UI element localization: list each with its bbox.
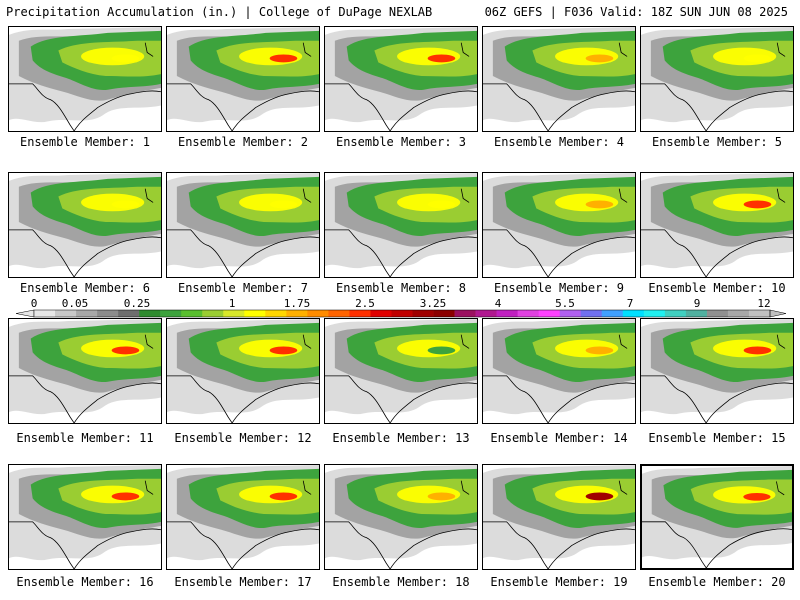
ensemble-member-label: Ensemble Member: 1 [19,135,151,149]
ensemble-member-panel[interactable] [482,464,636,570]
colorbar-tick-label: 2.5 [355,298,375,310]
colorbar-swatch [370,310,392,317]
colorbar-swatch [580,310,603,317]
colorbar-swatch [685,310,708,317]
colorbar-swatch [601,310,624,317]
colorbar-swatch [454,310,476,317]
colorbar-swatch [328,310,350,317]
colorbar-tick-label: 0.25 [124,298,151,310]
ensemble-member-panel[interactable] [324,172,478,278]
ensemble-member-label: Ensemble Member: 12 [174,431,312,445]
ensemble-member-label: Ensemble Member: 15 [648,431,786,445]
colorbar-swatch [664,310,687,317]
colorbar-swatch [286,310,308,317]
colorbar-swatch [412,310,434,317]
ensemble-member-panel[interactable] [482,26,636,132]
colorbar-swatch [139,310,161,317]
colorbar-swatch [538,310,561,317]
colorbar-swatch [706,310,729,317]
colorbar-swatch [55,310,77,317]
ensemble-member-panel[interactable] [8,26,162,132]
colorbar-swatch [307,310,329,317]
colorbar-swatch [118,310,140,317]
colorbar-swatch [727,310,750,317]
ensemble-member-label: Ensemble Member: 13 [332,431,470,445]
ensemble-member-panel[interactable] [640,464,794,570]
colorbar-swatch [349,310,371,317]
colorbar-swatch [391,310,413,317]
map-title: Precipitation Accumulation (in.) | Colle… [6,5,433,19]
colorbar-swatch [265,310,287,317]
colorbar-swatch [475,310,497,317]
ensemble-member-label: Ensemble Member: 18 [332,575,470,589]
ensemble-member-panel[interactable] [640,172,794,278]
precip-colorbar: 0 0.05 0.25 1 1.75 2.5 3.25 4 5.5 7 9 12 [15,298,787,318]
ensemble-member-panel[interactable] [166,172,320,278]
ensemble-member-label: Ensemble Member: 4 [493,135,625,149]
colorbar-swatch [34,310,56,317]
colorbar-tick-label: 1.75 [284,298,311,310]
colorbar-swatch [97,310,119,317]
model-run-valid-time: 06Z GEFS | F036 Valid: 18Z SUN JUN 08 20… [484,5,788,19]
colorbar-swatch [76,310,98,317]
ensemble-member-panel[interactable] [8,318,162,424]
ensemble-member-panel[interactable] [166,26,320,132]
ensemble-member-panel[interactable] [166,464,320,570]
ensemble-member-label: Ensemble Member: 6 [19,281,151,295]
ensemble-member-panel[interactable] [8,464,162,570]
ensemble-member-label: Ensemble Member: 2 [177,135,309,149]
ensemble-member-panel[interactable] [640,26,794,132]
ensemble-member-panel[interactable] [324,26,478,132]
colorbar-tick-label: 1 [229,298,236,310]
colorbar-tick-label: 4 [495,298,502,310]
colorbar-swatch [202,310,224,317]
ensemble-member-label: Ensemble Member: 17 [174,575,312,589]
colorbar-arrow-left [15,309,35,318]
ensemble-member-panel[interactable] [166,318,320,424]
ensemble-member-label: Ensemble Member: 10 [648,281,786,295]
ensemble-member-panel[interactable] [8,172,162,278]
ensemble-member-label: Ensemble Member: 19 [490,575,628,589]
colorbar-swatch [643,310,666,317]
colorbar-swatch [223,310,245,317]
ensemble-member-label: Ensemble Member: 7 [177,281,309,295]
colorbar-tick-label: 5.5 [555,298,575,310]
ensemble-member-label: Ensemble Member: 16 [16,575,154,589]
colorbar-tick-label: 0 [31,298,38,310]
ensemble-member-label: Ensemble Member: 8 [335,281,467,295]
colorbar-tick-label: 3.25 [420,298,447,310]
ensemble-member-panel[interactable] [482,172,636,278]
ensemble-member-panel[interactable] [482,318,636,424]
colorbar-swatch [181,310,203,317]
ensemble-member-label: Ensemble Member: 3 [335,135,467,149]
colorbar-tick-label: 0.05 [62,298,89,310]
colorbar-swatch [433,310,455,317]
colorbar-swatch [748,310,771,317]
ensemble-member-label: Ensemble Member: 5 [651,135,783,149]
ensemble-member-panel[interactable] [324,318,478,424]
ensemble-member-label: Ensemble Member: 20 [648,575,786,589]
colorbar-swatch [496,310,518,317]
colorbar-tick-label: 9 [694,298,701,310]
ensemble-member-label: Ensemble Member: 14 [490,431,628,445]
colorbar-swatch [622,310,645,317]
colorbar-swatch [160,310,182,317]
colorbar-tick-label: 12 [757,298,770,310]
ensemble-member-label: Ensemble Member: 9 [493,281,625,295]
colorbar-swatch [559,310,582,317]
colorbar-swatch [244,310,266,317]
ensemble-member-panel[interactable] [324,464,478,570]
ensemble-member-panel[interactable] [640,318,794,424]
colorbar-tick-label: 7 [627,298,634,310]
ensemble-member-label: Ensemble Member: 11 [16,431,154,445]
colorbar-swatch [517,310,539,317]
colorbar-arrow-right [769,309,787,318]
